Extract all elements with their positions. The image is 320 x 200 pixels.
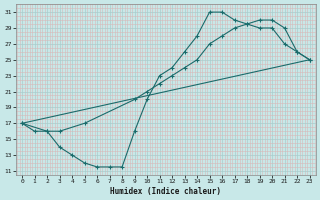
X-axis label: Humidex (Indice chaleur): Humidex (Indice chaleur) [110,187,221,196]
